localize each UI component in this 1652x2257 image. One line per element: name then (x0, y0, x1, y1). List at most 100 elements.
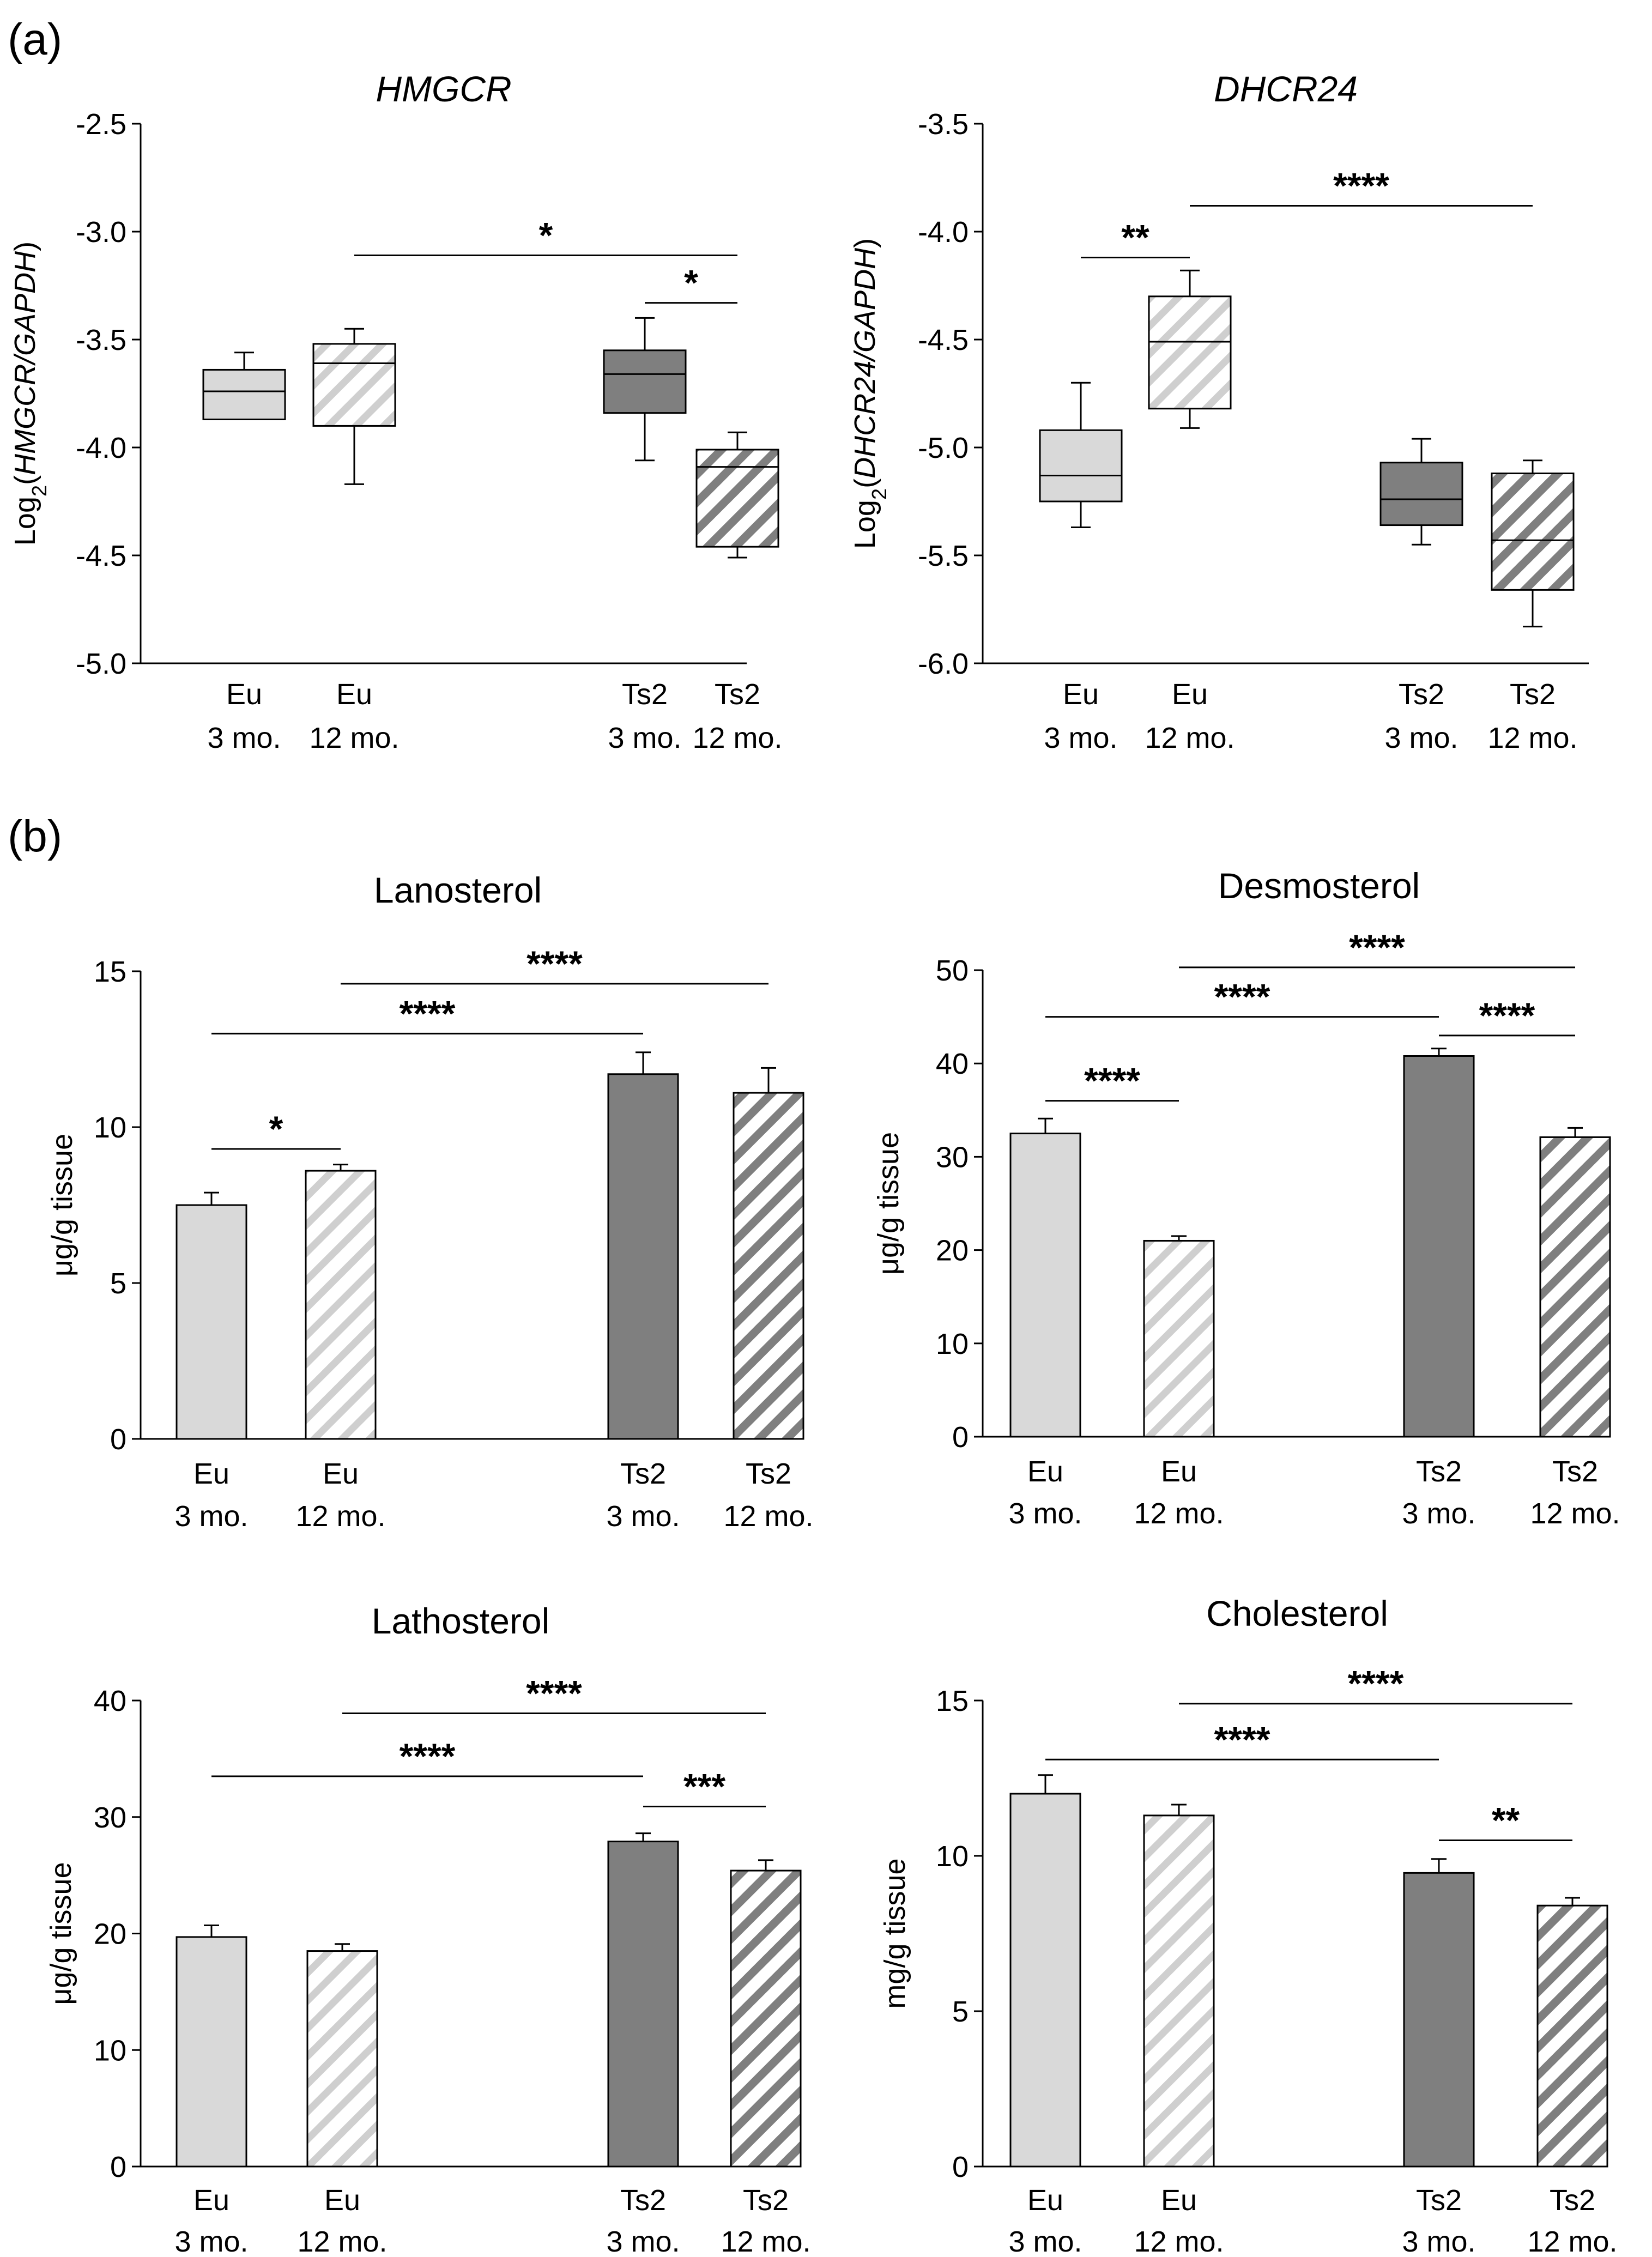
x-category-label-group: Eu (336, 678, 372, 711)
x-category-label-group: Eu (1161, 1455, 1197, 1488)
significance-label: **** (1333, 165, 1389, 205)
y-tick-label: 0 (952, 2151, 969, 2183)
chart-title: Desmosterol (1218, 866, 1420, 906)
chart-hmgcr: HMGCR -2.5 -3.0 -3.5 -4.0 -4.5 -5.0 Log2(HMGCR/… (9, 69, 783, 754)
chart-title: DHCR24 (1214, 69, 1358, 109)
y-tick-label: 30 (94, 1801, 126, 1834)
x-category-label-group: Eu (1027, 1455, 1063, 1488)
x-category-label-age: 3 mo. (1384, 722, 1458, 754)
y-tick-label: 50 (936, 954, 969, 987)
significance-label: * (539, 215, 553, 256)
box (695, 449, 779, 548)
x-category-label-group: Ts2 (715, 678, 760, 711)
panel-letter-a: (a) (8, 15, 62, 64)
y-tick-label: 10 (94, 2034, 126, 2067)
box (312, 343, 396, 427)
chart-dhcr24: DHCR24 -3.5 -4.0 -4.5 -5.0 -5.5 -6.0 Log2(DHCR2… (849, 69, 1589, 754)
chart-title: Lanosterol (374, 870, 542, 910)
significance-label: **** (1348, 1663, 1404, 1704)
box (1491, 473, 1575, 591)
significance-label: **** (1349, 927, 1405, 967)
box (603, 349, 687, 414)
x-category-label-age: 12 mo. (692, 722, 782, 754)
x-category-label-age: 3 mo. (1008, 2225, 1082, 2257)
bar (607, 1073, 679, 1440)
y-tick-label: -3.5 (76, 324, 126, 356)
significance-label: *** (683, 1766, 725, 1807)
charts-group: HMGCR -2.5 -3.0 -3.5 -4.0 -4.5 -5.0 Log2(HMGCR/… (9, 69, 1620, 2257)
significance-label: **** (527, 943, 583, 984)
bar (1539, 1136, 1611, 1438)
y-tick-label: -4.5 (76, 540, 126, 572)
x-category-label-group: Ts2 (1416, 1455, 1462, 1488)
bar (306, 1950, 378, 2168)
y-tick-label: -6.0 (918, 648, 969, 680)
y-tick-label: 10 (936, 1840, 969, 1873)
bar (1403, 1055, 1475, 1438)
x-category-label-group: Ts2 (1552, 1455, 1598, 1488)
chart-title: Lathosterol (372, 1601, 550, 1641)
x-category-label-age: 3 mo. (606, 1500, 680, 1533)
significance-label: * (269, 1109, 283, 1149)
x-category-label-group: Ts2 (1399, 678, 1444, 711)
y-tick-label: 20 (94, 1918, 126, 1951)
significance-label: **** (1084, 1061, 1140, 1101)
significance-label: ** (1121, 217, 1149, 258)
box (202, 368, 286, 421)
x-category-label-age: 12 mo. (1527, 2225, 1617, 2257)
chart-title: HMGCR (376, 69, 511, 109)
bar (607, 1841, 679, 2168)
x-category-label-age: 12 mo. (1145, 722, 1235, 754)
x-category-label-group: Ts2 (743, 2184, 789, 2217)
y-tick-label: 30 (936, 1141, 969, 1173)
x-category-label-age: 3 mo. (1402, 2225, 1475, 2257)
x-category-label-age: 3 mo. (608, 722, 681, 754)
y-tick-label: 20 (936, 1235, 969, 1267)
y-axis-label: μg/g tissue (46, 1134, 78, 1276)
significance-label: **** (526, 1673, 582, 1714)
x-category-label-age: 12 mo. (1134, 2225, 1224, 2257)
x-category-label-group: Eu (1161, 2184, 1197, 2217)
x-category-label-group: Eu (323, 1457, 359, 1490)
chart-cholesterol: Cholesterol 0 5 10 15 mg/g tissue Eu 3 mo. Eu 12 … (879, 1593, 1618, 2257)
box (1039, 429, 1123, 503)
x-category-label-age: 12 mo. (1487, 722, 1577, 754)
bar (305, 1170, 377, 1440)
y-axis-label: Log2(HMGCR/GAPDH) (9, 241, 51, 546)
x-category-label-group: Eu (193, 2184, 229, 2217)
y-tick-label: -4.5 (918, 324, 969, 356)
y-tick-label: -4.0 (76, 432, 126, 464)
x-category-label-age: 12 mo. (721, 2225, 810, 2257)
box (1148, 295, 1232, 410)
y-tick-label: 10 (94, 1111, 126, 1144)
panel-letter-b: (b) (8, 812, 62, 861)
y-axis-label: μg/g tissue (45, 1862, 77, 2005)
chart-title: Cholesterol (1206, 1593, 1388, 1633)
significance-label: **** (400, 993, 456, 1033)
y-tick-label: 10 (936, 1328, 969, 1360)
chart-desmosterol: Desmosterol 0 10 20 30 40 50 μg/g tissue Eu 3 mo.… (872, 866, 1620, 1530)
x-category-label-age: 3 mo. (174, 2225, 248, 2257)
bar (733, 1092, 804, 1440)
x-category-label-age: 12 mo. (295, 1500, 385, 1533)
y-tick-label: 40 (94, 1685, 126, 1717)
x-category-label-group: Eu (1172, 678, 1208, 711)
x-category-label-group: Eu (1027, 2184, 1063, 2217)
significance-label: * (684, 263, 698, 303)
x-category-label-group: Eu (226, 678, 262, 711)
y-tick-label: 5 (952, 1995, 969, 2028)
x-category-label-group: Ts2 (620, 2184, 666, 2217)
y-tick-label: 15 (936, 1685, 969, 1717)
x-category-label-age: 12 mo. (723, 1500, 813, 1533)
x-category-label-group: Ts2 (622, 678, 668, 711)
bar (176, 1936, 247, 2168)
x-category-label-group: Eu (1063, 678, 1099, 711)
x-category-label-group: Ts2 (1550, 2184, 1595, 2217)
x-category-label-age: 12 mo. (309, 722, 399, 754)
y-tick-label: -4.0 (918, 216, 969, 249)
chart-lathosterol: Lathosterol 0 10 20 30 40 μg/g tissue Eu 3 mo. Eu… (45, 1601, 811, 2257)
y-tick-label: 15 (94, 955, 126, 988)
significance-label: **** (1214, 977, 1270, 1017)
bar (1536, 1904, 1608, 2168)
